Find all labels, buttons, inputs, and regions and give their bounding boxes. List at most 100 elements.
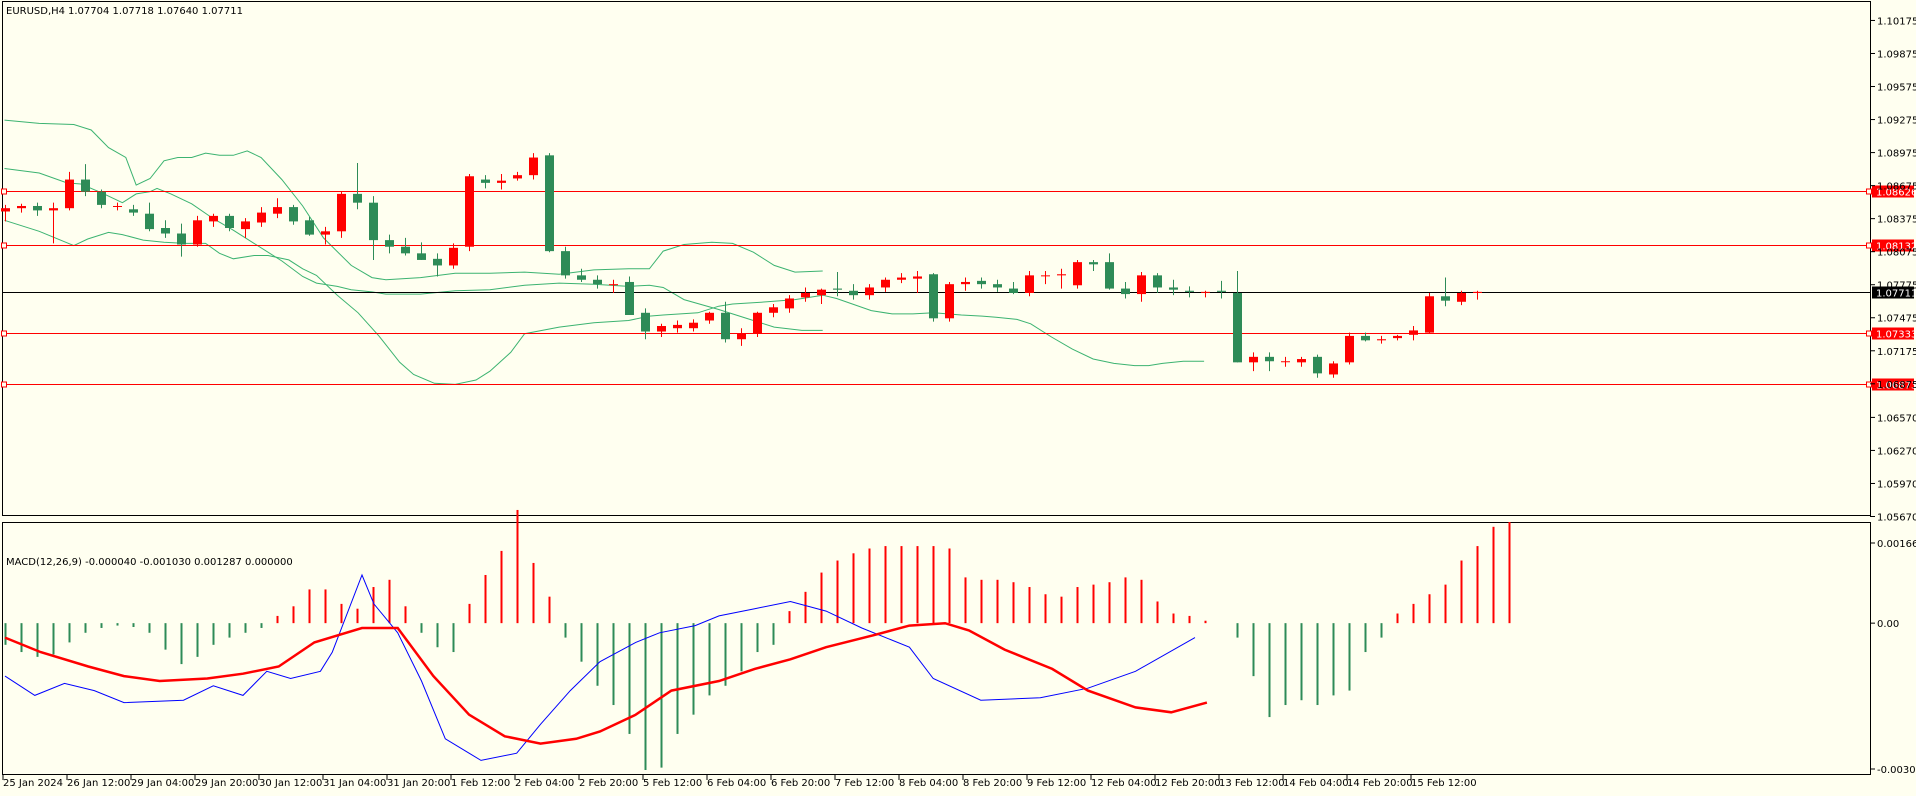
candle-body xyxy=(1041,275,1050,277)
candle-body xyxy=(417,253,426,260)
candle-body xyxy=(849,290,858,296)
price-level-label: 1.08132 xyxy=(1876,242,1916,253)
candle-body xyxy=(561,251,570,276)
candle-body xyxy=(673,324,682,329)
candle-body xyxy=(225,215,234,229)
macd-tick-label: 0.00 xyxy=(1877,619,1899,630)
candle-body xyxy=(609,284,618,286)
candle-body xyxy=(193,220,202,245)
candle-body xyxy=(17,205,26,209)
candle-body xyxy=(1153,275,1162,288)
macd-axis: 0.001664 0.00 -0.003028 xyxy=(1870,539,1916,776)
time-tick-label: 6 Feb 04:00 xyxy=(707,778,766,789)
price-level-handle xyxy=(1,381,7,388)
price-tick-label: 1.09575 xyxy=(1877,83,1916,94)
candle-body xyxy=(1457,292,1466,302)
candle-body xyxy=(593,279,602,285)
candle-body xyxy=(1425,296,1434,333)
candle-body xyxy=(353,193,362,203)
candle-body xyxy=(241,221,250,230)
candle-body xyxy=(881,279,890,288)
candle-body xyxy=(657,326,666,332)
candle-body xyxy=(1169,287,1178,290)
candlesticks xyxy=(1,153,1482,378)
price-level-label: 1.08626 xyxy=(1876,188,1916,199)
time-axis: 25 Jan 2024 26 Jan 12:00 29 Jan 04:00 29 Ja… xyxy=(2,775,1477,789)
candle-body xyxy=(1057,274,1066,276)
current-price-label: 1.07711 xyxy=(1876,289,1916,300)
candle-body xyxy=(1313,356,1322,374)
price-tick-label: 1.05970 xyxy=(1877,479,1916,490)
price-level-handle xyxy=(1,242,7,249)
candle-body xyxy=(49,208,58,211)
time-tick-label: 26 Jan 12:00 xyxy=(67,778,130,789)
time-tick-label: 15 Feb 12:00 xyxy=(1411,778,1477,789)
time-tick-label: 14 Feb 04:00 xyxy=(1283,778,1349,789)
macd-main-line xyxy=(4,573,1196,761)
price-level-tag xyxy=(1872,378,1914,391)
candle-body xyxy=(1409,330,1418,335)
candle-body xyxy=(33,205,42,211)
bollinger-middle-band xyxy=(4,168,823,331)
time-tick-label: 8 Feb 04:00 xyxy=(899,778,958,789)
price-level-handle xyxy=(1866,188,1872,195)
time-tick-label: 29 Jan 04:00 xyxy=(131,778,194,789)
ohlc-label: 1.07704 1.07718 1.07640 1.07711 xyxy=(68,6,243,17)
price-level-handle xyxy=(1,188,7,195)
price-tick-label: 1.06270 xyxy=(1877,446,1916,457)
price-level-handle xyxy=(1866,330,1872,337)
candle-body xyxy=(1137,275,1146,295)
symbol-label: EURUSD,H4 xyxy=(6,6,65,17)
price-tick-label: 1.06875 xyxy=(1877,380,1916,391)
candle-body xyxy=(993,284,1002,288)
candle-body xyxy=(129,209,138,213)
candle-body xyxy=(1265,356,1274,362)
time-tick-label: 2 Feb 04:00 xyxy=(515,778,574,789)
candle-body xyxy=(1201,291,1210,293)
price-tick-label: 1.10175 xyxy=(1877,16,1916,27)
price-level-tag xyxy=(1872,327,1914,340)
candle-body xyxy=(113,205,122,207)
price-level-handle xyxy=(1,330,7,337)
candle-body xyxy=(865,287,874,296)
candle-body xyxy=(1121,288,1130,295)
current-price-tag xyxy=(1872,286,1914,299)
time-tick-label: 12 Feb 04:00 xyxy=(1091,778,1157,789)
time-tick-label: 13 Feb 12:00 xyxy=(1219,778,1285,789)
price-levels[interactable]: 1.08626 1.08132 1.07333 1.06873 1.07711 xyxy=(1,185,1916,392)
candle-body xyxy=(161,228,170,234)
candle-body xyxy=(257,212,266,223)
macd-panel-frame xyxy=(2,522,1871,775)
candle-body xyxy=(1089,262,1098,265)
price-level-tag xyxy=(1872,239,1914,252)
price-level-handle xyxy=(1866,242,1872,249)
macd-indicator xyxy=(4,509,1511,771)
candle-body xyxy=(529,157,538,176)
candle-body xyxy=(897,277,906,280)
time-tick-label: 14 Feb 20:00 xyxy=(1347,778,1413,789)
candle-body xyxy=(433,258,442,266)
candle-body xyxy=(1281,361,1290,363)
candle-body xyxy=(833,288,842,290)
time-tick-label: 7 Feb 12:00 xyxy=(835,778,894,789)
candle-body xyxy=(705,312,714,321)
candle-body xyxy=(1009,288,1018,293)
candle-body xyxy=(753,312,762,334)
candle-body xyxy=(1233,292,1242,363)
time-tick-label: 6 Feb 20:00 xyxy=(771,778,830,789)
candle-body xyxy=(1345,335,1354,363)
candle-body xyxy=(81,179,90,192)
time-tick-label: 29 Jan 20:00 xyxy=(195,778,258,789)
price-tick-label: 1.08975 xyxy=(1877,149,1916,160)
price-level-handle xyxy=(1866,381,1872,388)
candle-body xyxy=(737,333,746,340)
candle-body xyxy=(929,274,938,319)
candle-body xyxy=(209,215,218,222)
price-tick-label: 1.09875 xyxy=(1877,49,1916,60)
price-tick-label: 1.07775 xyxy=(1877,281,1916,292)
price-level-label: 1.06873 xyxy=(1876,381,1916,392)
price-level-tag xyxy=(1872,185,1914,198)
candle-body xyxy=(1297,359,1306,363)
price-tick-label: 1.08075 xyxy=(1877,248,1916,259)
